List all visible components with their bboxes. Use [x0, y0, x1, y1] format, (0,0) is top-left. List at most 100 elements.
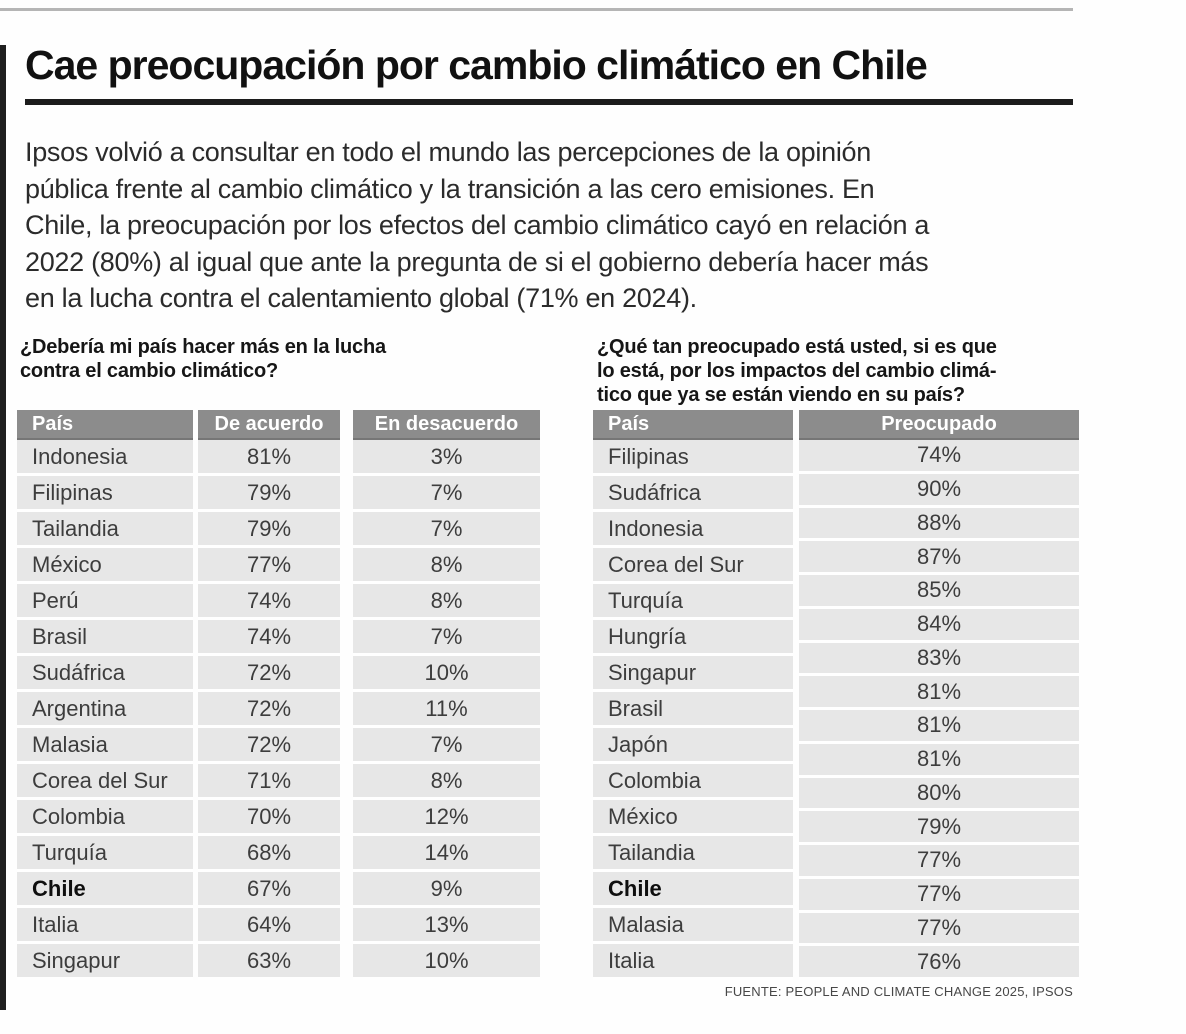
country-cell: Indonesia	[593, 512, 793, 548]
table-header-cell: País	[17, 410, 193, 440]
table-row: Italia 64% 13%	[17, 908, 540, 944]
value-cell: 77%	[198, 548, 340, 584]
value-cell: 63%	[198, 944, 340, 980]
value-cell: 72%	[198, 692, 340, 728]
text-line: 2022 (80%) al igual que ante la pregunta…	[25, 246, 929, 277]
table-row: Colombia 70% 12%	[17, 800, 540, 836]
intro-paragraph: Ipsos volvió a consultar en todo el mund…	[25, 134, 1085, 317]
value-cell: 74%	[198, 620, 340, 656]
value-cell: 79%	[799, 811, 1079, 845]
value-cell: 79%	[198, 512, 340, 548]
country-cell: Corea del Sur	[17, 764, 193, 800]
country-cell: Indonesia	[17, 440, 193, 476]
value-cell: 7%	[353, 512, 540, 548]
table-header-cell: País	[593, 410, 793, 440]
table-row: Argentina 72% 11%	[17, 692, 540, 728]
table-header-cell: Preocupado	[799, 410, 1079, 440]
country-cell: Sudáfrica	[593, 476, 793, 512]
table-header-cell: En desacuerdo	[353, 410, 540, 440]
value-cell: 87%	[799, 541, 1079, 575]
value-cell: 70%	[198, 800, 340, 836]
value-cell: 77%	[799, 845, 1079, 879]
country-cell: Turquía	[593, 584, 793, 620]
text-line: ¿Qué tan preocupado está usted, si es qu…	[597, 336, 997, 358]
country-cell: Italia	[593, 944, 793, 980]
left-edge-bar	[0, 45, 6, 1010]
agree-table-header: País De acuerdo En desacuerdo	[17, 410, 540, 440]
country-cell: Perú	[17, 584, 193, 620]
country-cell: Argentina	[17, 692, 193, 728]
text-line: pública frente al cambio climático y la …	[25, 173, 875, 204]
title-rule	[25, 99, 1073, 105]
value-cell: 71%	[198, 764, 340, 800]
value-cell: 13%	[353, 908, 540, 944]
value-cell: 79%	[198, 476, 340, 512]
country-cell: Hungría	[593, 620, 793, 656]
value-cell: 7%	[353, 620, 540, 656]
table-row: Filipinas 79% 7%	[17, 476, 540, 512]
country-cell: Japón	[593, 728, 793, 764]
value-cell: 74%	[799, 440, 1079, 474]
value-cell: 84%	[799, 608, 1079, 643]
table-row: Turquía 68% 14%	[17, 836, 540, 872]
value-cell: 14%	[353, 836, 540, 872]
value-cell: 77%	[799, 912, 1079, 947]
country-cell: Malasia	[593, 908, 793, 944]
value-cell: 72%	[198, 728, 340, 764]
table-row: Indonesia 81% 3%	[17, 440, 540, 476]
country-cell: Tailandia	[593, 836, 793, 872]
text-line: Chile, la preocupación por los efectos d…	[25, 210, 930, 240]
value-cell: 74%	[198, 584, 340, 620]
country-cell: Brasil	[17, 620, 193, 656]
table-row: México 77% 8%	[17, 548, 540, 584]
value-cell: 7%	[353, 476, 540, 512]
value-cell: 9%	[353, 872, 540, 908]
value-cell: 10%	[353, 656, 540, 692]
value-cell: 80%	[799, 777, 1079, 812]
value-cell: 81%	[198, 440, 340, 476]
concern-table-question: ¿Qué tan preocupado está usted, si es qu…	[597, 335, 1077, 407]
country-cell: Corea del Sur	[593, 548, 793, 584]
country-cell: Singapur	[593, 656, 793, 692]
table-row: Chile 67% 9%	[17, 872, 540, 908]
value-cell: 67%	[198, 872, 340, 908]
text-line: tico que ya se están viendo en su país?	[597, 384, 965, 406]
value-cell: 90%	[799, 473, 1079, 508]
table-header-cell: De acuerdo	[198, 410, 340, 440]
value-cell: 81%	[799, 676, 1079, 710]
table-row: Malasia 72% 7%	[17, 728, 540, 764]
value-cell: 81%	[799, 710, 1079, 744]
value-cell: 8%	[353, 764, 540, 800]
value-cell: 8%	[353, 584, 540, 620]
value-cell: 72%	[198, 656, 340, 692]
concern-table-value-column: 74% 90% 88% 87% 85% 84% 83% 81% 81% 81% 80% 79% 77% 7…	[799, 440, 1079, 980]
value-cell: 76%	[799, 946, 1079, 980]
agree-table: País De acuerdo En desacuerdo Indonesia 81%…	[17, 410, 540, 980]
text-line: Ipsos volvió a consultar en todo el mund…	[25, 137, 871, 167]
value-cell: 85%	[799, 575, 1079, 609]
table-row: Tailandia 79% 7%	[17, 512, 540, 548]
text-line: ¿Debería mi país hacer más en la lucha	[20, 336, 386, 358]
value-cell: 77%	[799, 878, 1079, 913]
country-cell: Brasil	[593, 692, 793, 728]
value-cell: 7%	[353, 728, 540, 764]
value-cell: 68%	[198, 836, 340, 872]
table-row: Corea del Sur 71% 8%	[17, 764, 540, 800]
country-cell: Chile	[593, 872, 793, 908]
value-cell: 81%	[799, 743, 1079, 778]
value-cell: 88%	[799, 507, 1079, 542]
value-cell: 83%	[799, 642, 1079, 677]
country-cell: Tailandia	[17, 512, 193, 548]
country-cell: Turquía	[17, 836, 193, 872]
country-cell: Sudáfrica	[17, 656, 193, 692]
source-credit: FUENTE: PEOPLE AND CLIMATE CHANGE 2025, …	[724, 984, 1073, 999]
concern-table: País Preocupado Filipinas Sudáfrica Indones…	[593, 410, 1079, 980]
table-row: Singapur 63% 10%	[17, 944, 540, 980]
table-row: Perú 74% 8%	[17, 584, 540, 620]
table-row: Brasil 74% 7%	[17, 620, 540, 656]
country-cell: Colombia	[17, 800, 193, 836]
value-cell: 8%	[353, 548, 540, 584]
value-cell: 12%	[353, 800, 540, 836]
agree-table-question: ¿Debería mi país hacer más en la lucha co…	[20, 335, 490, 383]
